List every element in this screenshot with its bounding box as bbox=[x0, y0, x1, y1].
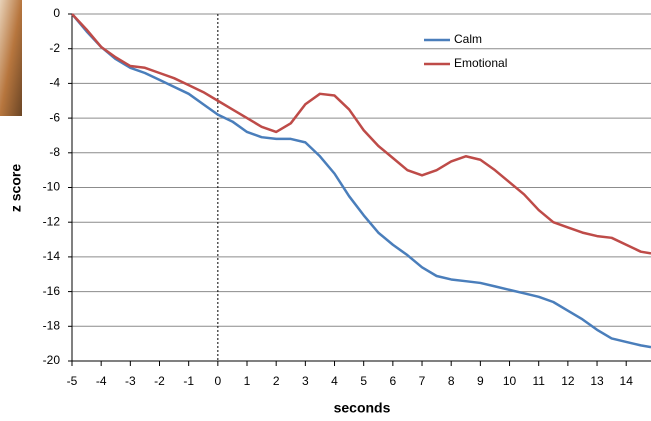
y-tick-label: -16 bbox=[43, 284, 61, 298]
x-tick-label: 10 bbox=[503, 374, 517, 388]
data-line bbox=[71, 13, 651, 255]
y-tick-label: -2 bbox=[49, 41, 60, 55]
y-tick-label: -4 bbox=[49, 76, 60, 90]
y-tick-label: -6 bbox=[49, 110, 60, 124]
x-tick-label: 5 bbox=[360, 374, 367, 388]
legend-label: Calm bbox=[454, 32, 482, 46]
data-line bbox=[71, 13, 651, 349]
x-tick-label: 14 bbox=[620, 374, 634, 388]
x-tick-label: 8 bbox=[448, 374, 455, 388]
x-tick-label: -2 bbox=[154, 374, 165, 388]
x-tick-label: 7 bbox=[419, 374, 426, 388]
y-tick-label: -10 bbox=[43, 180, 61, 194]
y-tick-label: -8 bbox=[49, 145, 60, 159]
x-tick-label: 9 bbox=[477, 374, 484, 388]
x-tick-label: -4 bbox=[96, 374, 107, 388]
x-tick-label: 13 bbox=[590, 374, 604, 388]
y-tick-label: -14 bbox=[43, 249, 61, 263]
legend-label: Emotional bbox=[454, 56, 507, 70]
y-tick-label: -20 bbox=[43, 353, 61, 367]
x-tick-label: 3 bbox=[302, 374, 309, 388]
x-tick-label: 6 bbox=[390, 374, 397, 388]
y-axis-title: z score bbox=[8, 164, 24, 212]
x-tick-label: 11 bbox=[532, 374, 545, 388]
y-tick-label: -12 bbox=[43, 214, 61, 228]
x-tick-label: -3 bbox=[125, 374, 136, 388]
x-axis-title: seconds bbox=[334, 400, 391, 416]
x-tick-label: -5 bbox=[67, 374, 78, 388]
y-tick-label: 0 bbox=[53, 6, 60, 20]
y-tick-label: -18 bbox=[43, 318, 61, 332]
x-tick-label: 0 bbox=[215, 374, 222, 388]
x-tick-label: 12 bbox=[561, 374, 575, 388]
x-tick-label: 4 bbox=[331, 374, 338, 388]
x-tick-label: -1 bbox=[183, 374, 194, 388]
photo-thumbnail bbox=[0, 0, 22, 116]
x-tick-label: 1 bbox=[244, 374, 251, 388]
x-tick-label: 2 bbox=[273, 374, 280, 388]
